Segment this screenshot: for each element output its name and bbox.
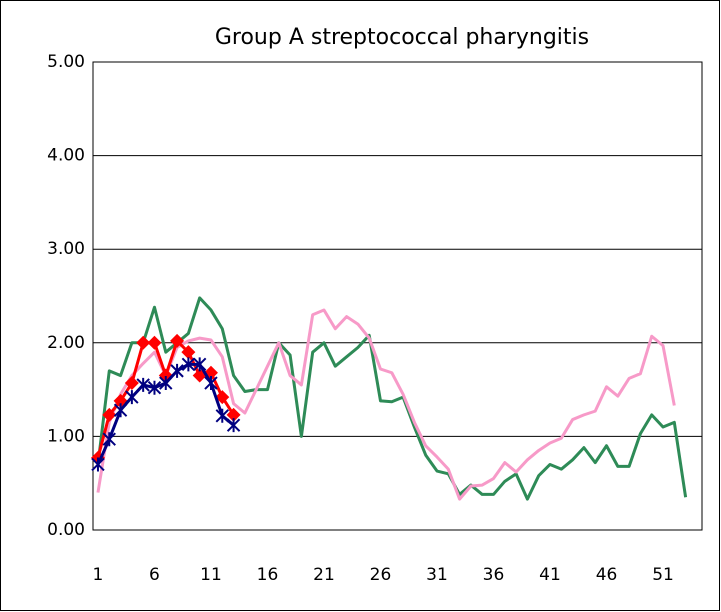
x-tick-label: 1 bbox=[93, 565, 104, 585]
x-tick-label: 41 bbox=[539, 565, 561, 585]
y-tick-label: 0.00 bbox=[47, 520, 85, 540]
marker bbox=[124, 376, 139, 391]
marker bbox=[170, 333, 185, 348]
marker bbox=[192, 357, 207, 372]
marker bbox=[91, 457, 105, 472]
marker bbox=[215, 390, 230, 405]
marker bbox=[147, 380, 162, 395]
y-tick-label: 3.00 bbox=[47, 239, 85, 259]
marker bbox=[226, 418, 241, 433]
x-tick-label: 6 bbox=[149, 565, 160, 585]
y-tick-label: 5.00 bbox=[47, 52, 85, 72]
series-line bbox=[96, 296, 688, 501]
marker bbox=[102, 407, 117, 422]
marker bbox=[181, 345, 196, 360]
x-tick-label: 26 bbox=[370, 565, 392, 585]
y-tick-label: 4.00 bbox=[47, 146, 85, 166]
y-tick-label: 1.00 bbox=[47, 426, 85, 446]
x-tick-label: 36 bbox=[483, 565, 505, 585]
x-tick-label: 11 bbox=[200, 565, 222, 585]
marker bbox=[147, 335, 162, 350]
x-tick-label: 21 bbox=[313, 565, 335, 585]
chart-title: Group A streptococcal pharyngitis bbox=[215, 25, 589, 50]
marker bbox=[159, 376, 173, 391]
marker bbox=[136, 377, 150, 392]
x-tick-label: 51 bbox=[652, 565, 674, 585]
marker bbox=[215, 408, 229, 423]
marker bbox=[113, 403, 128, 418]
x-tick-label: 46 bbox=[596, 565, 618, 585]
y-tick-label: 2.00 bbox=[47, 333, 85, 353]
marker bbox=[226, 407, 241, 422]
marker bbox=[170, 363, 184, 378]
marker bbox=[204, 376, 218, 391]
marker bbox=[102, 432, 116, 447]
x-tick-label: 16 bbox=[257, 565, 279, 585]
marker bbox=[181, 357, 196, 372]
marker bbox=[125, 390, 139, 405]
series-line bbox=[96, 308, 676, 501]
x-tick-label: 31 bbox=[426, 565, 448, 585]
marker bbox=[136, 335, 151, 350]
